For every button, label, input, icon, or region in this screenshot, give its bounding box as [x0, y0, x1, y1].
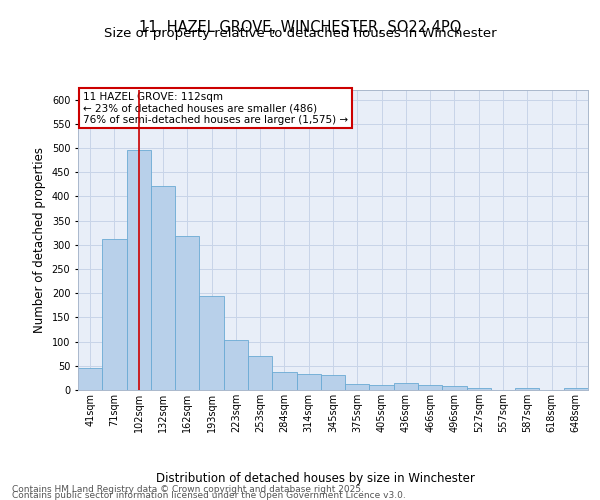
- Bar: [442, 386, 467, 390]
- Bar: [418, 384, 442, 390]
- Bar: [467, 388, 491, 390]
- Text: Contains HM Land Registry data © Crown copyright and database right 2025.: Contains HM Land Registry data © Crown c…: [12, 485, 364, 494]
- Bar: [151, 186, 175, 390]
- Bar: [175, 236, 199, 390]
- Bar: [394, 383, 418, 390]
- Bar: [102, 239, 127, 390]
- Text: Size of property relative to detached houses in Winchester: Size of property relative to detached ho…: [104, 28, 496, 40]
- Bar: [78, 368, 102, 390]
- Bar: [224, 340, 248, 390]
- Bar: [564, 388, 588, 390]
- Y-axis label: Number of detached properties: Number of detached properties: [33, 147, 46, 333]
- Bar: [199, 296, 224, 390]
- Text: Distribution of detached houses by size in Winchester: Distribution of detached houses by size …: [155, 472, 475, 485]
- Bar: [127, 150, 151, 390]
- Bar: [272, 372, 296, 390]
- Bar: [321, 376, 345, 390]
- Bar: [515, 388, 539, 390]
- Text: 11 HAZEL GROVE: 112sqm
← 23% of detached houses are smaller (486)
76% of semi-de: 11 HAZEL GROVE: 112sqm ← 23% of detached…: [83, 92, 348, 124]
- Bar: [370, 384, 394, 390]
- Bar: [248, 356, 272, 390]
- Bar: [296, 374, 321, 390]
- Text: 11, HAZEL GROVE, WINCHESTER, SO22 4PQ: 11, HAZEL GROVE, WINCHESTER, SO22 4PQ: [139, 20, 461, 35]
- Bar: [345, 384, 370, 390]
- Text: Contains public sector information licensed under the Open Government Licence v3: Contains public sector information licen…: [12, 490, 406, 500]
